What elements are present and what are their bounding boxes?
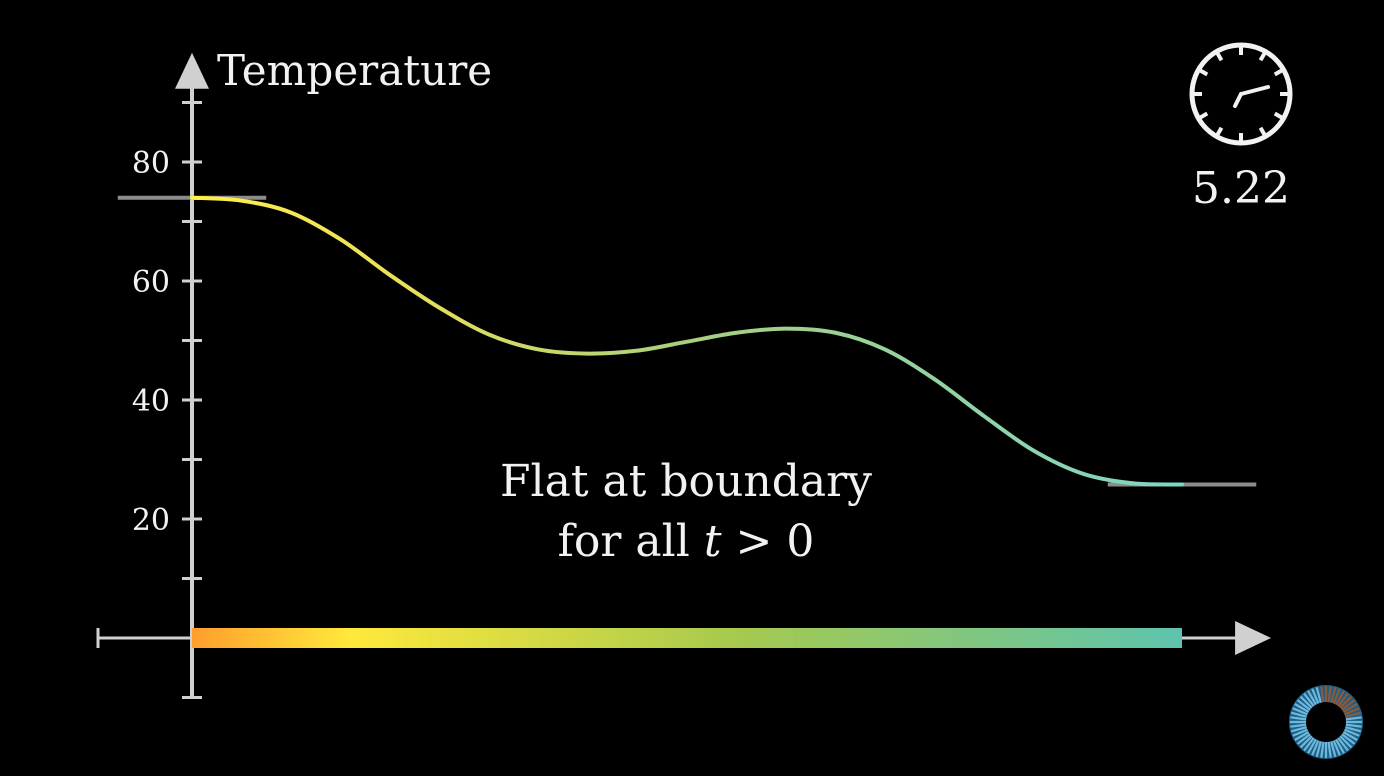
logo-ray-9 (1332, 740, 1341, 756)
logo-ray-19 (1296, 733, 1311, 745)
logo-ray-42 (1339, 695, 1353, 709)
clock-hour-hand (1233, 92, 1243, 108)
clock-hands (1233, 85, 1270, 108)
logo-ray-3 (1344, 728, 1360, 737)
logo-pupil (1306, 702, 1346, 742)
logo-ray-27 (1292, 707, 1308, 716)
annotation-line-2: for all t > 0 (558, 516, 815, 567)
annotation-line-2-text: for all (558, 516, 704, 567)
logo-ray-26 (1290, 711, 1307, 718)
logo-ray-13 (1320, 741, 1325, 758)
logo-ray-35 (1320, 686, 1325, 703)
clock-tick-11 (1214, 50, 1224, 62)
annotation-line-1: Flat at boundary (500, 456, 872, 507)
logo-ray-6 (1339, 735, 1353, 749)
clock-tick-4 (1273, 111, 1285, 121)
logo-ray-38 (1330, 686, 1337, 703)
logo-ray-22 (1290, 726, 1307, 733)
y-axis-ticks: 20 40 60 80 (132, 101, 202, 699)
logo-ray-16 (1307, 738, 1317, 754)
logo-ray-23 (1290, 723, 1307, 728)
logo-ray-30 (1299, 695, 1313, 709)
logo-ray-18 (1299, 735, 1313, 749)
clock-icon (1189, 42, 1293, 146)
logo-ray-2 (1345, 726, 1362, 733)
annotation-inequality: > 0 (722, 516, 815, 567)
clock-tick-7 (1214, 126, 1224, 138)
logo-ray-14 (1315, 741, 1322, 758)
logo-ray-40 (1335, 690, 1345, 706)
logo-ray-20 (1294, 731, 1310, 741)
logo-ray-32 (1307, 690, 1317, 706)
logo-ray-29 (1296, 699, 1311, 711)
logo-ray-45 (1344, 707, 1360, 716)
logo-ray-39 (1332, 688, 1341, 704)
y-axis-arrowhead (175, 52, 209, 89)
clock-tick-10 (1197, 67, 1209, 77)
logo-ray-46 (1345, 711, 1362, 718)
channel-logo-icon (1289, 685, 1363, 759)
y-tick-label-20: 20 (132, 503, 170, 538)
logo-ray-1 (1345, 723, 1362, 728)
clock-tick-8 (1197, 111, 1209, 121)
logo-ray-44 (1342, 703, 1358, 713)
y-axis-title: Temperature (217, 46, 492, 95)
logo-ray-5 (1341, 733, 1356, 745)
clock-minute-hand (1239, 85, 1270, 96)
clock-ticks (1192, 45, 1290, 143)
logo-ray-21 (1292, 728, 1308, 737)
logo-ray-41 (1337, 692, 1349, 707)
x-axis-arrowhead (1235, 621, 1272, 655)
y-tick-label-40: 40 (132, 384, 170, 419)
clock-tick-1 (1258, 50, 1268, 62)
logo-ray-33 (1311, 688, 1320, 704)
timer-value: 5.22 (1192, 163, 1290, 214)
logo-ray-11 (1327, 741, 1332, 758)
temperature-curve (190, 195, 1184, 487)
logo-ray-31 (1303, 692, 1315, 707)
logo-ray-15 (1311, 740, 1320, 756)
annotation: Flat at boundary for all t > 0 (500, 456, 872, 567)
logo-ray-8 (1335, 738, 1345, 754)
y-tick-label-60: 60 (132, 265, 170, 300)
annotation-variable-t: t (704, 516, 722, 567)
logo-ray-7 (1337, 737, 1349, 752)
logo-ray-4 (1342, 731, 1358, 741)
clock-tick-2 (1273, 67, 1285, 77)
logo-ray-25 (1290, 716, 1307, 721)
logo-ray-28 (1294, 703, 1310, 713)
y-tick-label-80: 80 (132, 146, 170, 181)
temperature-rod (192, 628, 1182, 648)
logo-ray-37 (1327, 686, 1332, 703)
clock-tick-5 (1258, 126, 1268, 138)
y-axis: 20 40 60 80 Temperature (132, 46, 492, 699)
logo-ray-47 (1345, 716, 1362, 721)
logo-ray-10 (1330, 741, 1337, 758)
logo-ray-17 (1303, 737, 1315, 752)
logo-ray-34 (1315, 686, 1322, 703)
logo-ray-43 (1341, 699, 1356, 711)
